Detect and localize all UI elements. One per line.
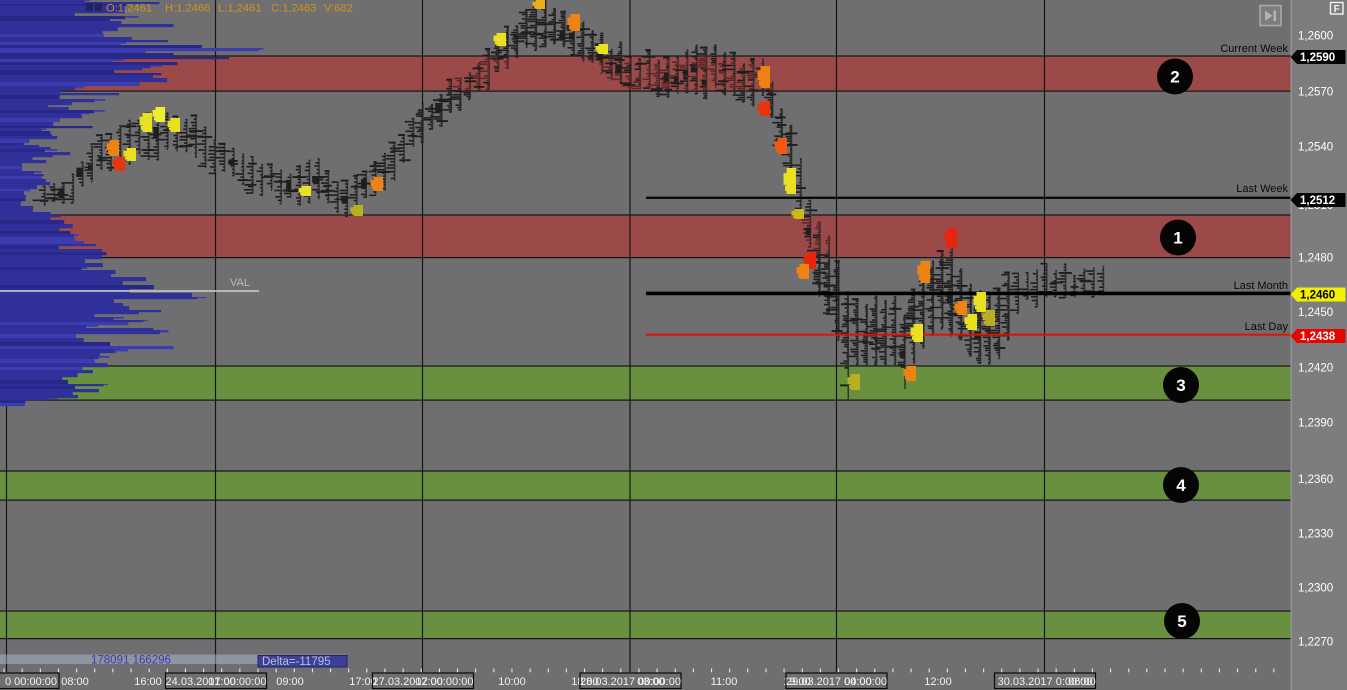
svg-text:2: 2 (1170, 68, 1179, 87)
svg-text:1,2360: 1,2360 (1298, 474, 1333, 486)
svg-text:17:00: 17:00 (349, 676, 377, 688)
svg-text:01:00: 01:00 (208, 676, 236, 688)
svg-text:V:682: V:682 (324, 3, 353, 15)
svg-text:1,2540: 1,2540 (1298, 142, 1333, 154)
svg-text:1,2512: 1,2512 (1300, 195, 1335, 207)
svg-text:Last Day: Last Day (1245, 321, 1289, 333)
svg-text:06:00: 06:00 (1068, 676, 1096, 688)
svg-text:03:00: 03:00 (637, 676, 665, 688)
svg-text:VAL: VAL (230, 277, 250, 289)
svg-text:08:00: 08:00 (61, 676, 89, 688)
svg-text:1: 1 (1173, 229, 1182, 248)
svg-text:09:00: 09:00 (276, 676, 304, 688)
svg-text:H:1,2466: H:1,2466 (165, 3, 210, 15)
svg-text:1,2270: 1,2270 (1298, 637, 1333, 649)
svg-text:12:00: 12:00 (924, 676, 952, 688)
svg-text:28.03.2017 00:00:00: 28.03.2017 00:00:00 (580, 676, 681, 688)
svg-text:18:00: 18:00 (571, 676, 599, 688)
svg-text:5: 5 (1177, 612, 1186, 631)
svg-text:Last Month: Last Month (1234, 280, 1288, 292)
svg-text:11:00: 11:00 (711, 676, 738, 688)
svg-text:1,2438: 1,2438 (1300, 331, 1336, 343)
svg-text:1,2450: 1,2450 (1298, 307, 1333, 319)
svg-text:1,2590: 1,2590 (1300, 52, 1335, 64)
svg-text:27.03.2017 00:00:00: 27.03.2017 00:00:00 (373, 676, 474, 688)
svg-text:19:00: 19:00 (783, 676, 811, 688)
svg-text:10:00: 10:00 (498, 676, 526, 688)
svg-text:30.03.2017 0:00:00: 30.03.2017 0:00:00 (998, 676, 1093, 688)
svg-text:1,2300: 1,2300 (1298, 583, 1333, 595)
svg-text:1,2480: 1,2480 (1298, 253, 1333, 265)
svg-text:0 00:00:00: 0 00:00:00 (5, 676, 57, 688)
svg-text:C:1,2463: C:1,2463 (271, 3, 316, 15)
svg-text:L:1,2461: L:1,2461 (218, 3, 262, 15)
svg-text:178091 166296: 178091 166296 (91, 655, 171, 667)
svg-text:16:00: 16:00 (134, 676, 162, 688)
svg-text:1,2460: 1,2460 (1300, 290, 1335, 302)
svg-text:O:1,2461: O:1,2461 (106, 3, 152, 15)
svg-text:Delta=-11795: Delta=-11795 (262, 656, 331, 668)
svg-text:29.03.2017 00:00:00: 29.03.2017 00:00:00 (786, 676, 887, 688)
svg-text:3: 3 (1176, 376, 1185, 395)
svg-text:F: F (1334, 4, 1340, 15)
svg-text:Current Week: Current Week (1220, 43, 1288, 55)
svg-text:1,2420: 1,2420 (1298, 363, 1333, 375)
svg-text:1,2570: 1,2570 (1298, 87, 1333, 99)
svg-text:1,2330: 1,2330 (1298, 529, 1333, 541)
svg-text:4: 4 (1176, 476, 1186, 495)
svg-text:04:00: 04:00 (844, 676, 872, 688)
svg-text:02:00: 02:00 (415, 676, 443, 688)
svg-text:1,2390: 1,2390 (1298, 418, 1333, 430)
svg-text:1,2600: 1,2600 (1298, 31, 1333, 43)
svg-text:24.03.2017 00:00:00: 24.03.2017 00:00:00 (166, 676, 267, 688)
svg-text:Last Week: Last Week (1236, 183, 1288, 195)
